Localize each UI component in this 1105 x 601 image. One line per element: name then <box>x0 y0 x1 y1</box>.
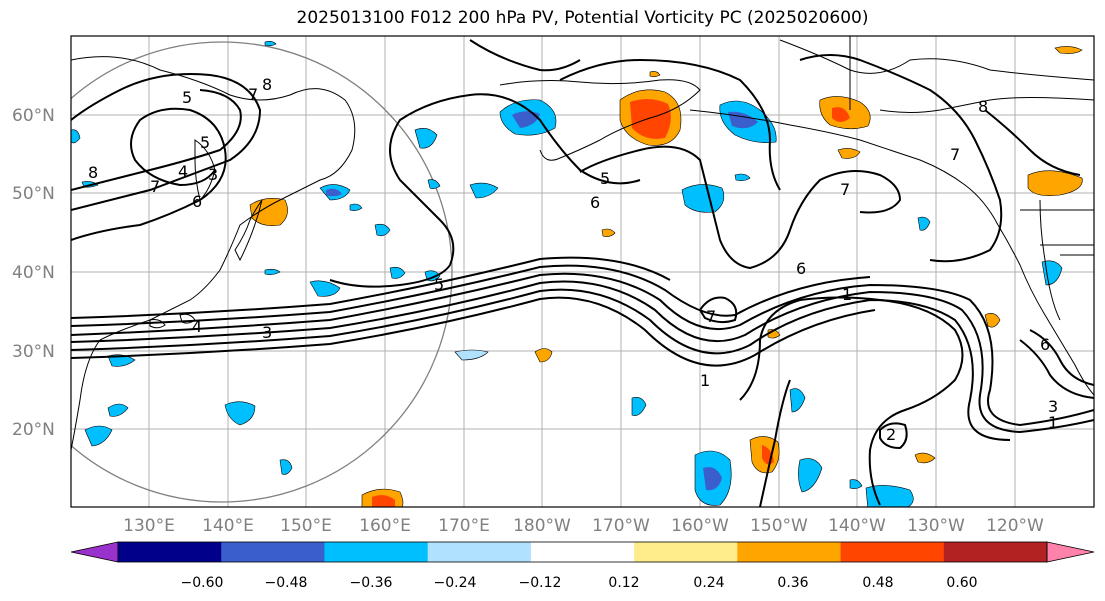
colorbar-tick-label: 0.12 <box>608 575 639 591</box>
colorbar-tick-label: 0.36 <box>777 575 808 591</box>
lat-label: 40°N <box>12 263 55 283</box>
colorbar-tick-label: 0.48 <box>862 575 893 591</box>
gridlines <box>71 36 1094 507</box>
lon-label: 160°E <box>359 516 411 536</box>
colorbar-segment <box>221 542 325 562</box>
colorbar-tick-label: −0.60 <box>181 575 224 591</box>
lon-label: 160°W <box>671 516 729 536</box>
coastlines <box>71 36 1094 451</box>
contour-label: 7 <box>706 307 716 326</box>
colorbar-segment <box>840 542 945 562</box>
contour-label: 1 <box>842 285 852 304</box>
contour-label: 3 <box>1048 397 1058 416</box>
contour-label: 4 <box>178 162 188 181</box>
colorbar-segment <box>943 542 1048 562</box>
contour-label: 7 <box>950 145 960 164</box>
lon-label: 170°W <box>592 516 650 536</box>
contour-labels: 5 7 8 3 4 6 5 7 8 6 1 4 3 7 6 5 6 3 1 7 … <box>88 75 1058 444</box>
contour-label: 6 <box>192 192 202 211</box>
colorbar-tick-label: −0.12 <box>519 575 562 591</box>
contour-label: 5 <box>200 133 210 152</box>
lon-label: 140°E <box>202 516 254 536</box>
colorbar-extend-min <box>70 541 119 563</box>
colorbar-tick-label: −0.36 <box>350 575 393 591</box>
contour-label: 8 <box>88 163 98 182</box>
latitude-labels: 60°N 50°N 40°N 30°N 20°N <box>12 106 55 440</box>
contour-label: 8 <box>978 97 988 116</box>
lon-label: 150°E <box>280 516 332 536</box>
lon-label: 130°W <box>907 516 965 536</box>
lon-label: 170°E <box>438 516 490 536</box>
colorbar-segment <box>118 542 222 562</box>
map-panel: 5 7 8 3 4 6 5 7 8 6 1 4 3 7 6 5 6 3 1 7 … <box>71 36 1094 507</box>
contour-label: 6 <box>1040 335 1050 354</box>
colorbar-segment <box>634 542 738 562</box>
contour-label: 5 <box>182 88 192 107</box>
lat-label: 30°N <box>12 342 55 362</box>
lat-label: 60°N <box>12 106 55 126</box>
contour-label: 6 <box>590 193 600 212</box>
lon-label: 180°W <box>513 516 571 536</box>
contour-label: 5 <box>600 169 610 188</box>
colorbar-extend-max <box>1046 541 1095 563</box>
colorbar-segment <box>737 542 842 562</box>
longitude-labels: 130°E 140°E 150°E 160°E 170°E 180°W 170°… <box>123 516 1044 536</box>
colorbar-frame <box>117 541 1048 563</box>
lat-label: 20°N <box>12 420 55 440</box>
colorbar-labels: −0.60 −0.48 −0.36 −0.24 −0.12 0.12 0.24 … <box>181 575 978 591</box>
pv-contours <box>71 39 1094 507</box>
contour-label: 5 <box>434 275 444 294</box>
colorbar-segment <box>530 542 635 562</box>
colorbar-tick-label: −0.48 <box>265 575 308 591</box>
lon-label: 130°E <box>123 516 175 536</box>
colorbar-segment <box>324 542 429 562</box>
colorbar-tick-label: 0.24 <box>693 575 724 591</box>
map-title: 2025013100 F012 200 hPa PV, Potential Vo… <box>296 8 869 28</box>
contour-label: 7 <box>150 177 160 196</box>
lon-label: 150°W <box>750 516 808 536</box>
colorbar-tick-label: 0.60 <box>946 575 977 591</box>
contour-label: 1 <box>1048 413 1058 432</box>
contour-label: 3 <box>262 323 272 342</box>
colorbar-segment <box>427 542 532 562</box>
contour-label: 7 <box>840 180 850 199</box>
contour-label: 4 <box>192 317 202 336</box>
lat-label: 50°N <box>12 184 55 204</box>
lon-label: 120°W <box>986 516 1044 536</box>
map-frame <box>70 35 1095 508</box>
contour-label: 3 <box>208 165 218 184</box>
contour-label: 1 <box>700 371 710 390</box>
contour-label: 7 <box>248 85 258 104</box>
contour-label: 2 <box>886 425 896 444</box>
colorbar-tick-label: −0.24 <box>434 575 477 591</box>
lon-label: 140°W <box>828 516 886 536</box>
colorbar <box>70 541 1095 563</box>
contour-label: 8 <box>262 75 272 94</box>
range-circle <box>71 41 453 503</box>
contour-label: 6 <box>796 259 806 278</box>
